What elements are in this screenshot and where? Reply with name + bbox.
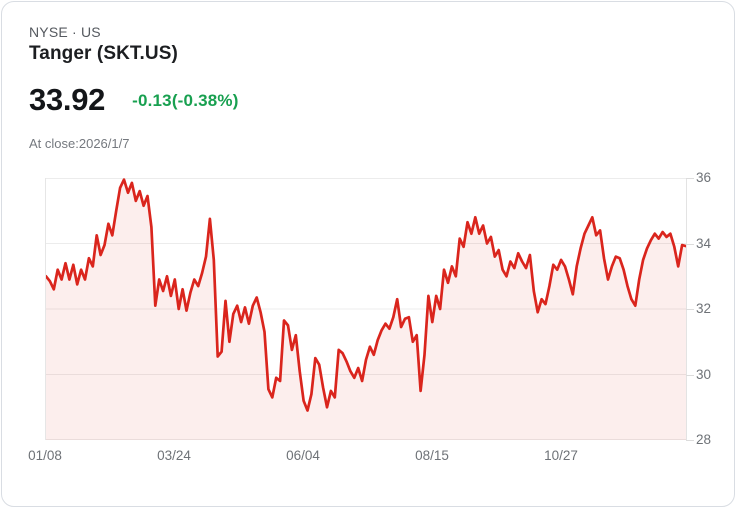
last-price: 33.92 bbox=[29, 82, 106, 117]
y-axis-label: 36 bbox=[696, 170, 712, 185]
price-area-fill bbox=[46, 179, 686, 440]
exchange-region-label: NYSE · US bbox=[29, 24, 101, 40]
y-tick-mark bbox=[686, 178, 694, 179]
price-chart-svg bbox=[46, 178, 686, 440]
x-axis: 01/08 03/24 06/04 08/15 10/27 bbox=[28, 448, 685, 466]
y-axis-label: 34 bbox=[696, 236, 712, 251]
y-tick-mark bbox=[686, 309, 694, 310]
price-change: -0.13(-0.38%) bbox=[132, 90, 239, 110]
y-axis: 36 34 32 30 28 bbox=[686, 170, 736, 447]
price-line bbox=[46, 178, 686, 412]
x-axis-label: 10/27 bbox=[544, 448, 578, 463]
price-row: 33.92 -0.13(-0.38%) bbox=[29, 81, 239, 118]
y-tick-mark bbox=[686, 440, 694, 441]
y-tick-mark bbox=[686, 375, 694, 376]
price-chart[interactable] bbox=[45, 178, 687, 440]
x-axis-label: 01/08 bbox=[28, 448, 62, 463]
y-axis-label: 28 bbox=[696, 432, 712, 447]
y-axis-label: 32 bbox=[696, 301, 712, 316]
x-axis-label: 08/15 bbox=[415, 448, 449, 463]
x-axis-label: 03/24 bbox=[157, 448, 191, 463]
y-tick-mark bbox=[686, 244, 694, 245]
x-axis-label: 06/04 bbox=[286, 448, 320, 463]
stock-name: Tanger (SKT.US) bbox=[29, 43, 178, 64]
as-of-close-timestamp: At close:2026/1/7 bbox=[29, 136, 130, 151]
y-axis-label: 30 bbox=[696, 367, 712, 382]
